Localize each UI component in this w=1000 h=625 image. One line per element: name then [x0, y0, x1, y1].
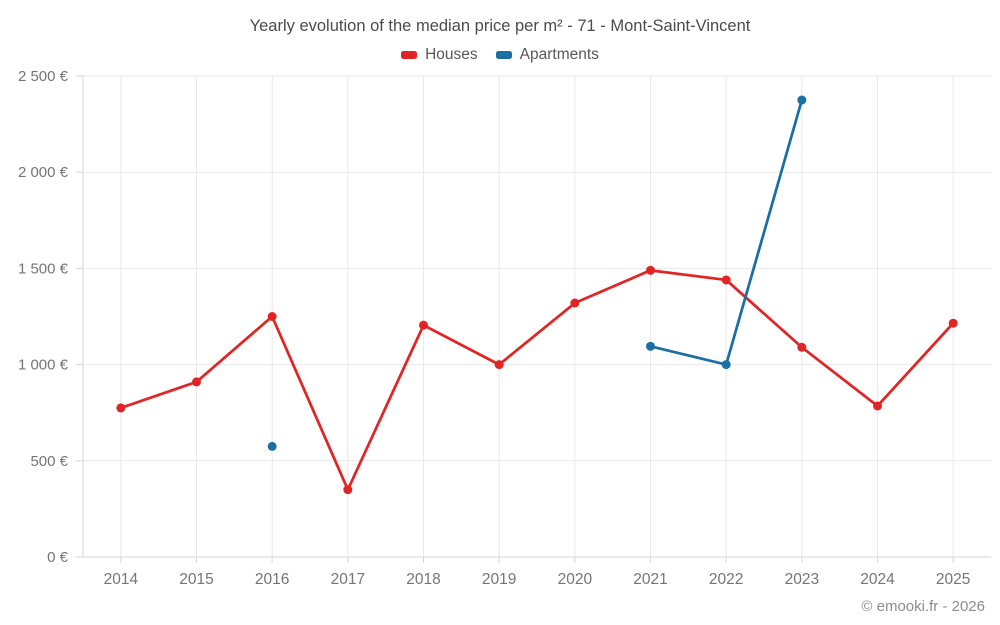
copyright-credit: © emooki.fr - 2026 — [861, 598, 985, 615]
x-tick-label: 2025 — [936, 571, 970, 588]
data-point — [797, 342, 807, 352]
data-point — [419, 320, 428, 330]
data-point — [721, 360, 731, 370]
y-tick-label: 2 000 € — [18, 164, 69, 181]
data-point — [192, 377, 201, 387]
series-apartments — [267, 95, 807, 451]
x-tick-label: 2020 — [558, 571, 593, 588]
data-point — [721, 275, 731, 285]
y-tick-label: 500 € — [30, 453, 68, 470]
grid: 0 € 500 € 1 000 € 1 500 € 2 000 € 2 500 € 2014… — [18, 68, 991, 588]
y-tick-label: 1 500 € — [18, 260, 69, 277]
x-tick-label: 2019 — [482, 571, 516, 588]
x-tick-label: 2017 — [331, 571, 365, 588]
y-tick-label: 2 500 € — [18, 68, 69, 85]
data-point — [570, 298, 580, 308]
data-point — [948, 318, 958, 328]
data-point — [873, 401, 882, 411]
legend-label-apartments: Apartments — [519, 46, 599, 63]
data-point — [797, 95, 807, 105]
x-tick-label: 2015 — [179, 571, 213, 588]
data-point — [646, 341, 655, 351]
data-point — [116, 403, 126, 413]
legend-label-houses: Houses — [425, 46, 478, 63]
legend-item-apartments[interactable]: Apartments — [495, 46, 599, 64]
data-point — [494, 360, 504, 370]
houses-series-swatch — [401, 51, 418, 59]
x-tick-label: 2021 — [633, 571, 667, 588]
x-tick-label: 2023 — [785, 571, 819, 588]
data-point — [343, 485, 353, 495]
x-tick-label: 2018 — [406, 571, 440, 588]
series-line — [119, 268, 955, 492]
series-houses — [116, 265, 958, 495]
x-tick-label: 2014 — [104, 571, 139, 588]
y-tick-label: 0 € — [47, 549, 69, 566]
y-tick-label: 1 000 € — [18, 357, 69, 374]
apartments-series-swatch — [495, 51, 512, 59]
data-point — [267, 441, 277, 451]
x-tick-label: 2024 — [860, 571, 895, 588]
data-point — [646, 265, 655, 275]
chart-title: Yearly evolution of the median price per… — [249, 17, 751, 35]
data-point — [267, 312, 277, 321]
x-tick-label: 2022 — [709, 571, 743, 588]
legend: Houses Apartments — [0, 46, 1000, 64]
x-tick-label: 2016 — [255, 571, 289, 588]
legend-item-houses[interactable]: Houses — [401, 46, 478, 64]
